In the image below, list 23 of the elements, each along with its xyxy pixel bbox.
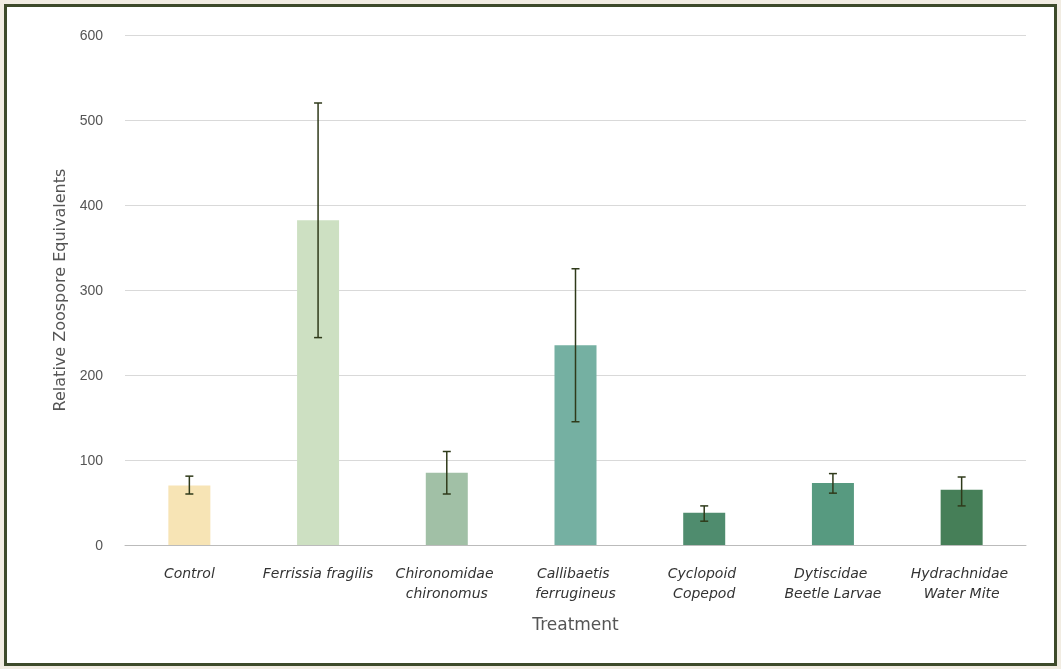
x-tick-label: Ferrissia fragilis	[262, 565, 374, 581]
y-tick-label: 300	[79, 282, 104, 298]
bar	[168, 485, 211, 545]
x-tick-label: Cyclopoid Copepod	[667, 565, 741, 601]
bar	[425, 472, 468, 545]
y-tick-label: 100	[79, 452, 104, 468]
x-tick-label: Hydrachnidae Water Mite	[910, 565, 1013, 601]
y-tick-label: 600	[79, 27, 104, 43]
bar	[683, 512, 726, 545]
y-tick-label: 400	[79, 197, 104, 213]
y-axis-title: Relative Zoospore Equivalents	[49, 168, 69, 412]
x-tick-label: Callibaetis ferrugineus	[535, 565, 616, 601]
bar	[554, 345, 597, 545]
bar	[811, 482, 854, 545]
x-axis-title: Treatment	[531, 613, 620, 634]
y-tick-label: 200	[79, 367, 104, 383]
x-tick-label: Control	[163, 565, 215, 581]
y-tick-label: 0	[95, 537, 104, 553]
x-tick-label: Chironomidae chironomus	[395, 565, 498, 601]
y-tick-label: 500	[79, 112, 104, 128]
bar	[940, 489, 983, 545]
x-tick-label: Dytiscidae Beetle Larvae	[784, 565, 882, 601]
bar	[297, 220, 340, 545]
